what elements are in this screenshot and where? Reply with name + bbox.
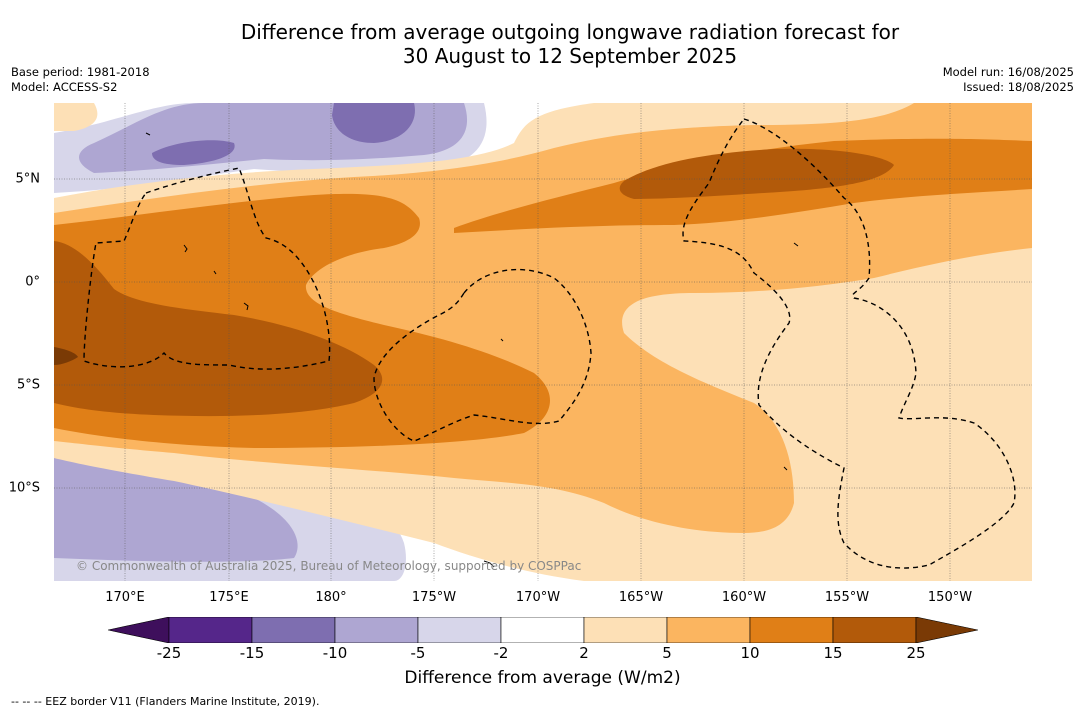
meta-right: Model run: 16/08/2025 Issued: 18/08/2025	[943, 65, 1074, 95]
x-tick-label: 180°	[315, 590, 347, 605]
colorbar-svg	[107, 616, 979, 644]
colorbar-label: 2	[579, 644, 589, 662]
colorbar-bin	[500, 616, 585, 644]
x-tick-label: 160°W	[721, 590, 767, 605]
colorbar-label: -5	[410, 644, 426, 662]
x-tick-label: 175°E	[209, 590, 249, 605]
x-tick-label: 170°W	[515, 590, 561, 605]
eez-borders	[83, 118, 1016, 569]
colorbar-bin	[749, 616, 834, 644]
olr-anomaly-map: © Commonwealth of Australia 2025, Bureau…	[54, 103, 1032, 581]
colorbar-bin	[417, 616, 502, 644]
eez-border-phoenix	[373, 268, 592, 442]
model-run: Model run: 16/08/2025	[942, 65, 1074, 79]
colorbar-label: 10	[740, 644, 760, 662]
x-tick-label: 170°E	[105, 590, 145, 605]
title-line1: Difference from average outgoing longwav…	[240, 20, 900, 44]
y-tick-label: 10°S	[8, 480, 40, 496]
y-tick-label: 5°N	[15, 171, 41, 187]
islands	[145, 132, 799, 568]
colorbar-bin	[168, 616, 253, 644]
orange-15-left	[54, 241, 383, 417]
colorbar-bin	[832, 616, 917, 644]
colorbar-label: -25	[156, 644, 182, 662]
orange-25-left	[54, 347, 78, 365]
map-title: Difference from average outgoing longwav…	[0, 20, 1085, 68]
colorbar-bin	[666, 616, 751, 644]
colorbar-extend-max	[915, 616, 979, 644]
x-tick-label: 150°W	[927, 590, 973, 605]
colorbar-label: 5	[662, 644, 672, 662]
grid-lines	[54, 103, 1032, 581]
colorbar-label: -10	[322, 644, 348, 662]
colorbar	[107, 616, 979, 644]
base-period: Base period: 1981-2018	[11, 65, 150, 79]
title-line2: 30 August to 12 September 2025	[402, 44, 738, 68]
meta-left: Base period: 1981-2018 Model: ACCESS-S2	[11, 65, 150, 95]
purple-region-south-mid	[54, 448, 298, 562]
eez-legend: -- -- -- EEZ border V11 (Flanders Marine…	[11, 695, 320, 708]
copyright-note: © Commonwealth of Australia 2025, Bureau…	[76, 559, 582, 573]
y-tick-label: 5°S	[16, 377, 40, 393]
purple-region-north-core	[332, 103, 415, 143]
eez-border-tuvalu	[83, 167, 331, 370]
colorbar-label: -2	[493, 644, 509, 662]
x-tick-label: 155°W	[824, 590, 870, 605]
eez-border-line-islands	[682, 118, 1016, 569]
map-svg	[54, 103, 1032, 581]
model-name: Model: ACCESS-S2	[11, 80, 118, 94]
colorbar-label: 25	[906, 644, 926, 662]
orange-2-topleft	[54, 103, 98, 131]
colorbar-bin	[583, 616, 668, 644]
purple-region-north-core2	[152, 140, 235, 165]
colorbar-title: Difference from average (W/m2)	[404, 668, 681, 688]
orange-15-right	[619, 148, 894, 199]
x-tick-label: 175°W	[411, 590, 457, 605]
y-tick-label: 0°	[25, 274, 40, 290]
colorbar-label: 15	[823, 644, 843, 662]
colorbar-label: -15	[239, 644, 265, 662]
issued-date: Issued: 18/08/2025	[963, 80, 1074, 94]
colorbar-extend-min	[107, 616, 170, 644]
colorbar-bin	[334, 616, 419, 644]
colorbar-bin	[251, 616, 336, 644]
x-tick-label: 165°W	[618, 590, 664, 605]
